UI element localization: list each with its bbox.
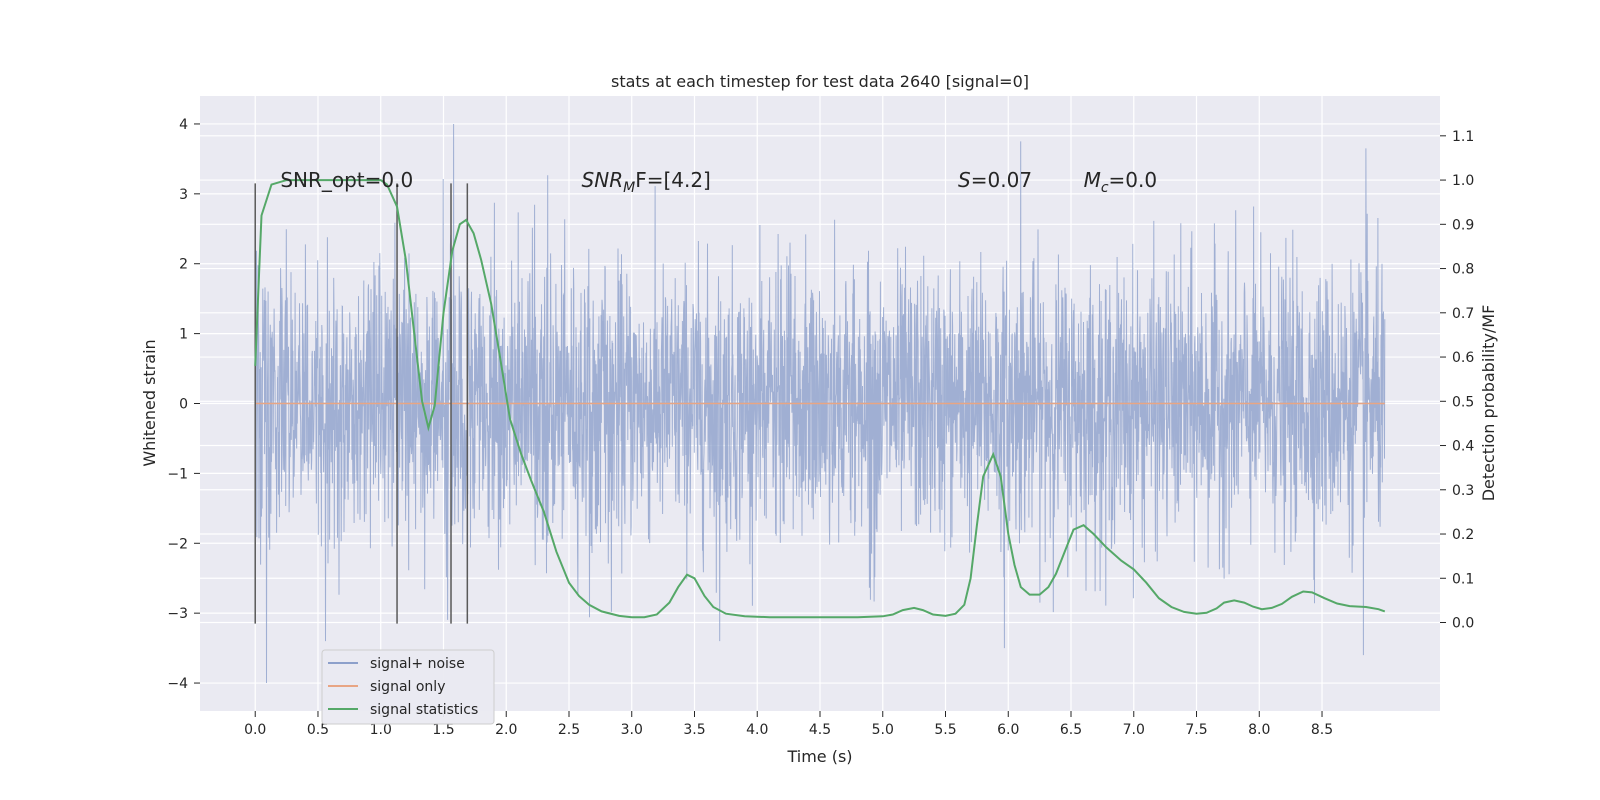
annotation-text: SNRMF=[4.2] [582,168,711,196]
signal-noise-series [254,123,1386,684]
annotation-subscript: M [623,180,635,196]
y-left-tick-label: 1 [179,327,188,343]
y-left-axis-label: Whitened strain [140,339,159,466]
x-tick-label: 7.0 [1123,722,1145,738]
x-tick-label: 0.5 [307,722,329,738]
vertical-markers [254,183,469,624]
x-tick-label: 1.0 [370,722,392,738]
legend-label-signal-only: signal only [370,679,445,695]
y-left-axis-ticks: 4 3 2 1 0 −1 −2 −3 −4 [167,117,200,692]
x-tick-label: 2.5 [558,722,580,738]
annotation-text: SNR_opt=0.0 [280,168,413,192]
x-tick-label: 5.0 [872,722,894,738]
annotation-base: S [958,168,971,192]
annotation-subscript: c [1101,180,1109,196]
y-right-tick-label: 1.0 [1452,173,1474,189]
y-left-tick-label: 4 [179,117,188,133]
x-axis-ticks: 0.0 0.5 1.0 1.5 2.0 2.5 3.0 3.5 4.0 4.5 5.0 5.5 6.0 6… [244,711,1333,738]
x-tick-label: 6.5 [1060,722,1082,738]
legend: signal+ noise signal only signal statist… [321,649,495,725]
x-tick-label: 5.5 [934,722,956,738]
x-tick-label: 8.5 [1311,722,1333,738]
y-left-tick-label: −3 [167,606,188,622]
y-right-tick-label: 1.1 [1452,129,1474,145]
y-left-tick-label: −1 [167,466,188,482]
x-tick-label: 4.5 [809,722,831,738]
annotation-base: SNR [582,168,624,192]
y-right-tick-label: 0.8 [1452,262,1474,278]
y-right-tick-label: 0.9 [1452,217,1474,233]
y-left-tick-label: 0 [179,397,188,413]
y-right-axis-ticks: 1.1 1.0 0.9 0.8 0.7 0.6 0.5 0.4 0.3 0.2 0.1 0.0 [1440,129,1474,632]
y-right-tick-label: 0.5 [1452,394,1474,410]
annotation-value: =0.0 [1109,168,1158,192]
x-tick-label: 0.0 [244,722,266,738]
annotations: SNR_opt=0.0 SNRMF=[4.2] S=0.07 Mc=0.0 [280,168,1157,196]
y-right-tick-label: 0.0 [1452,616,1474,632]
annotation-base: M [1084,168,1101,192]
y-right-tick-label: 0.2 [1452,527,1474,543]
x-tick-label: 7.5 [1185,722,1207,738]
annotation-value: =0.07 [971,168,1032,192]
annotation-text: S=0.07 [958,168,1032,192]
y-right-tick-label: 0.4 [1452,439,1474,455]
legend-label-signal-noise: signal+ noise [370,656,465,672]
x-tick-label: 3.0 [621,722,643,738]
y-right-tick-label: 0.3 [1452,483,1474,499]
annotation-text: Mc=0.0 [1084,168,1158,196]
x-axis-label: Time (s) [786,747,852,766]
chart-title: stats at each timestep for test data 264… [611,72,1029,91]
x-tick-label: 8.0 [1248,722,1270,738]
signal-statistics-series [254,179,1386,619]
y-left-tick-label: 3 [179,187,188,203]
y-right-axis-label: Detection probability/MF [1479,305,1498,502]
signal-statistics-line [254,179,1386,619]
x-tick-label: 3.5 [683,722,705,738]
x-tick-label: 4.0 [746,722,768,738]
y-right-tick-label: 0.1 [1452,571,1474,587]
x-tick-label: 6.0 [997,722,1019,738]
y-left-tick-label: −4 [167,676,188,692]
annotation-value: F=[4.2] [635,168,711,192]
legend-box [321,649,495,725]
legend-label-signal-statistics: signal statistics [370,702,478,718]
y-left-tick-label: 2 [179,257,188,273]
x-tick-label: 2.0 [495,722,517,738]
y-right-tick-label: 0.6 [1452,350,1474,366]
signal-noise-line [254,123,1386,684]
y-left-tick-label: −2 [167,536,188,552]
y-right-tick-label: 0.7 [1452,306,1474,322]
x-tick-label: 1.5 [432,722,454,738]
